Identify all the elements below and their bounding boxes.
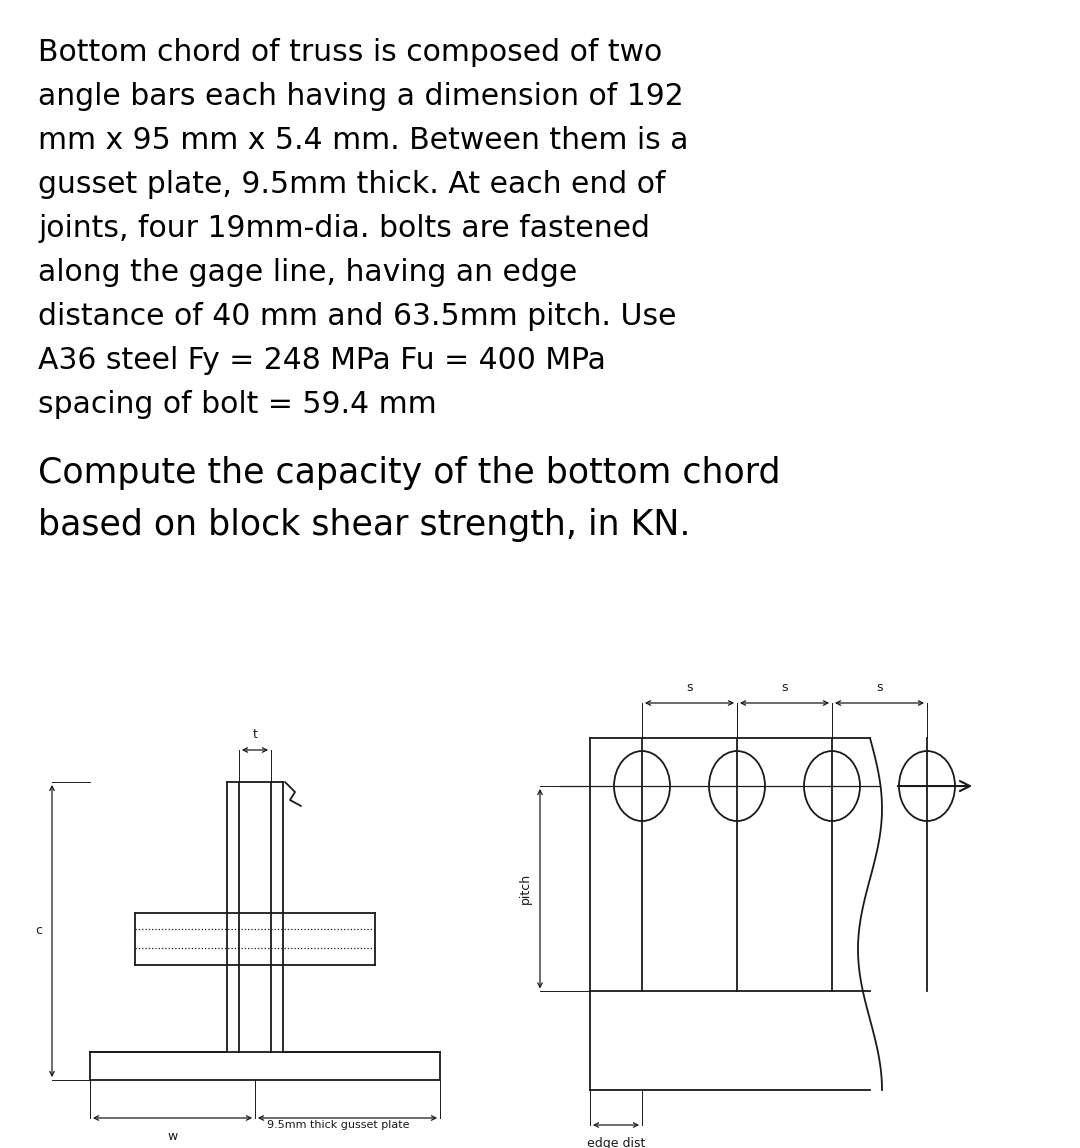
Text: gusset plate, 9.5mm thick. At each end of: gusset plate, 9.5mm thick. At each end o…: [38, 170, 665, 199]
Text: s: s: [781, 681, 787, 695]
Text: c: c: [35, 924, 42, 938]
Text: joints, four 19mm-dia. bolts are fastened: joints, four 19mm-dia. bolts are fastene…: [38, 214, 650, 243]
Text: s: s: [686, 681, 692, 695]
Text: Bottom chord of truss is composed of two: Bottom chord of truss is composed of two: [38, 38, 662, 67]
Text: s: s: [876, 681, 882, 695]
Text: 9.5mm thick gusset plate: 9.5mm thick gusset plate: [267, 1120, 409, 1130]
Text: A36 steel Fy = 248 MPa Fu = 400 MPa: A36 steel Fy = 248 MPa Fu = 400 MPa: [38, 346, 606, 375]
Text: pitch: pitch: [519, 874, 532, 905]
Text: distance of 40 mm and 63.5mm pitch. Use: distance of 40 mm and 63.5mm pitch. Use: [38, 302, 676, 331]
Text: mm x 95 mm x 5.4 mm. Between them is a: mm x 95 mm x 5.4 mm. Between them is a: [38, 126, 689, 155]
Text: Compute the capacity of the bottom chord: Compute the capacity of the bottom chord: [38, 456, 781, 490]
Text: t: t: [253, 728, 257, 740]
Text: angle bars each having a dimension of 192: angle bars each having a dimension of 19…: [38, 82, 684, 111]
Text: w: w: [167, 1130, 177, 1143]
Text: along the gage line, having an edge: along the gage line, having an edge: [38, 258, 577, 287]
Text: based on block shear strength, in KN.: based on block shear strength, in KN.: [38, 509, 690, 542]
Text: edge dist: edge dist: [586, 1137, 645, 1148]
Text: spacing of bolt = 59.4 mm: spacing of bolt = 59.4 mm: [38, 390, 436, 419]
